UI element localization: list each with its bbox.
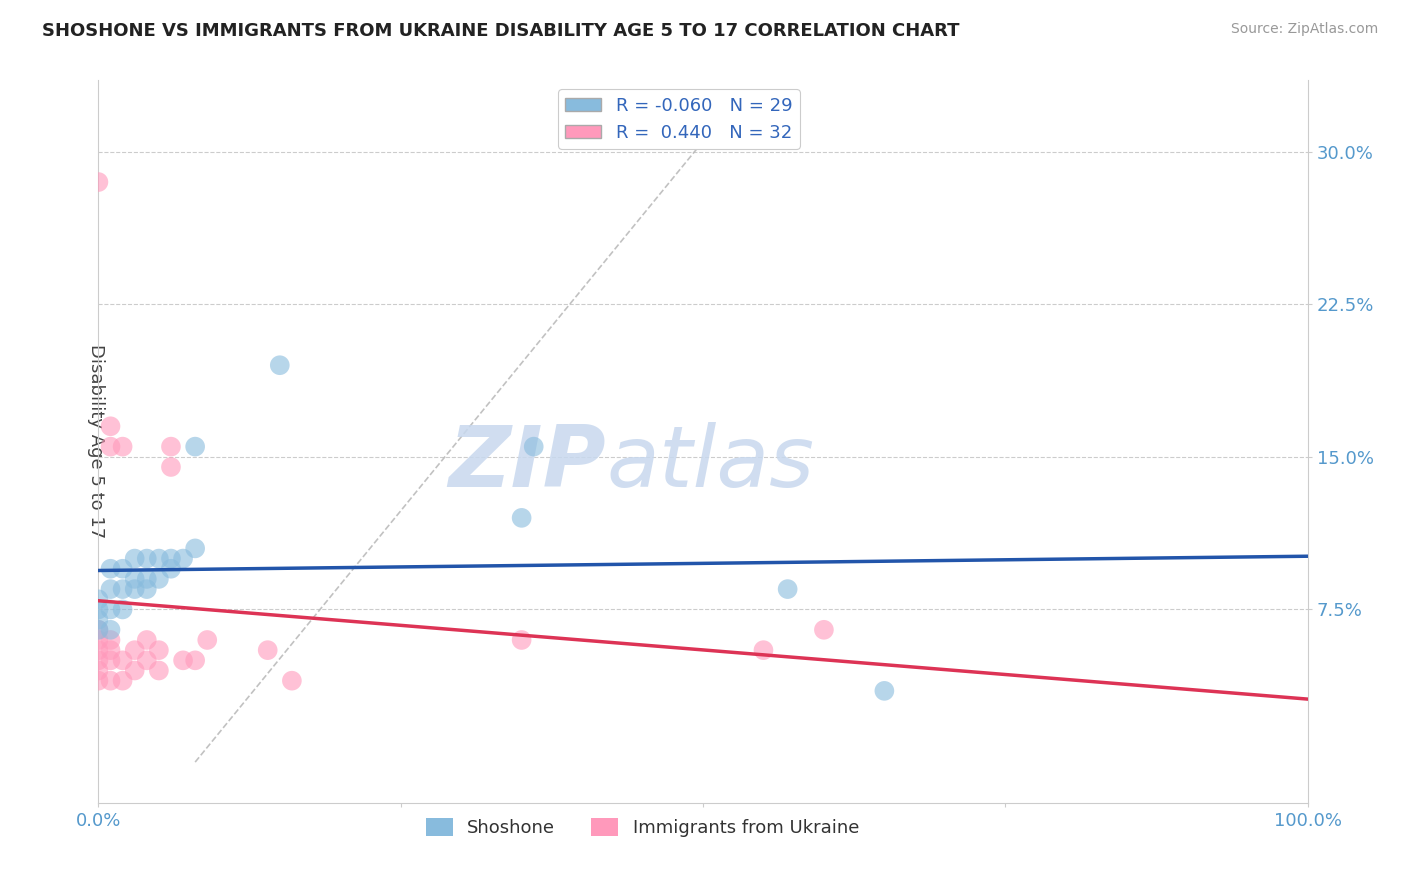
Point (100, 623, 122, 637)
Point (148, 664, 170, 678)
Text: ZIP: ZIP (449, 422, 606, 505)
Point (87, 602, 110, 616)
Point (111, 440, 134, 454)
Text: atlas: atlas (606, 422, 814, 505)
Text: Source: ZipAtlas.com: Source: ZipAtlas.com (1230, 22, 1378, 37)
Point (160, 440, 183, 454)
Point (100, 632, 122, 647)
Text: SHOSHONE VS IMMIGRANTS FROM UKRAINE DISABILITY AGE 5 TO 17 CORRELATION CHART: SHOSHONE VS IMMIGRANTS FROM UKRAINE DISA… (42, 22, 960, 40)
Point (87, 673, 110, 688)
Point (111, 562, 134, 576)
Point (124, 643, 146, 657)
Point (160, 562, 183, 576)
Point (269, 358, 291, 372)
Point (135, 653, 157, 667)
Point (87, 623, 110, 637)
Point (100, 602, 122, 616)
Point (87, 664, 110, 678)
Point (752, 643, 775, 657)
Point (160, 551, 183, 566)
Point (184, 440, 207, 454)
Point (135, 551, 157, 566)
Point (100, 562, 122, 576)
Point (523, 440, 546, 454)
Point (124, 582, 146, 596)
Legend: Shoshone, Immigrants from Ukraine: Shoshone, Immigrants from Ukraine (419, 811, 866, 845)
Point (87, 632, 110, 647)
Point (87, 623, 110, 637)
Point (87, 643, 110, 657)
Point (100, 653, 122, 667)
Point (100, 440, 122, 454)
Point (510, 511, 533, 525)
Point (135, 632, 157, 647)
Point (510, 632, 533, 647)
Point (160, 460, 183, 475)
Point (195, 632, 218, 647)
Point (124, 551, 146, 566)
Point (87, 653, 110, 667)
Point (281, 673, 304, 688)
Point (111, 602, 134, 616)
Point (135, 572, 157, 586)
Point (100, 673, 122, 688)
Point (172, 653, 194, 667)
Point (148, 551, 170, 566)
Point (87, 175, 110, 189)
Point (87, 613, 110, 627)
Point (873, 684, 896, 698)
Point (776, 582, 799, 596)
Point (100, 582, 122, 596)
Point (184, 653, 207, 667)
Point (135, 582, 157, 596)
Y-axis label: Disability Age 5 to 17: Disability Age 5 to 17 (87, 344, 105, 539)
Point (813, 623, 835, 637)
Point (100, 643, 122, 657)
Point (100, 419, 122, 434)
Point (148, 572, 170, 586)
Point (124, 572, 146, 586)
Point (111, 673, 134, 688)
Point (111, 582, 134, 596)
Point (148, 643, 170, 657)
Point (111, 653, 134, 667)
Point (184, 541, 207, 556)
Point (124, 664, 146, 678)
Point (256, 643, 278, 657)
Point (172, 551, 194, 566)
Point (87, 592, 110, 607)
